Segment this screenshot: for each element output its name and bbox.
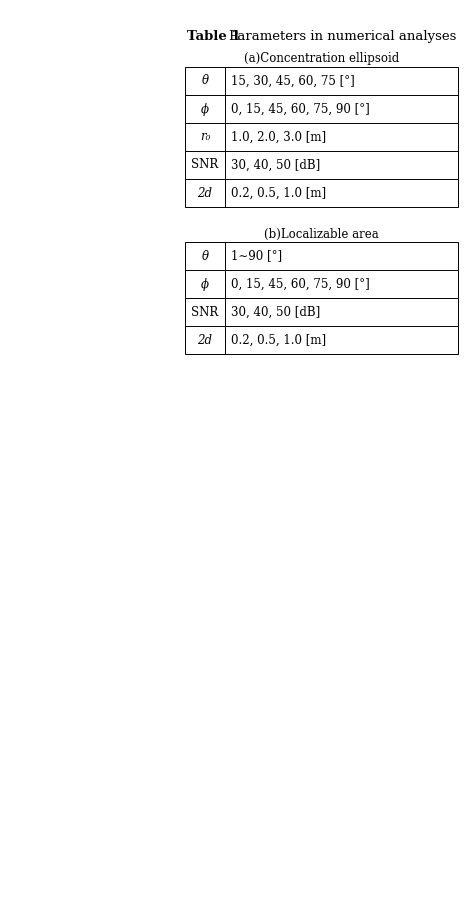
Text: 1∼90 [°]: 1∼90 [°] (231, 250, 282, 263)
Bar (185, 242, 458, 354)
Text: 0.2, 0.5, 1.0 [m]: 0.2, 0.5, 1.0 [m] (231, 186, 326, 199)
Text: SNR: SNR (191, 305, 219, 318)
Text: 0.2, 0.5, 1.0 [m]: 0.2, 0.5, 1.0 [m] (231, 334, 326, 347)
Text: 30, 40, 50 [dB]: 30, 40, 50 [dB] (231, 305, 320, 318)
Text: 1.0, 2.0, 3.0 [m]: 1.0, 2.0, 3.0 [m] (231, 131, 326, 144)
Text: ϕ: ϕ (201, 102, 209, 115)
Text: Parameters in numerical analyses: Parameters in numerical analyses (229, 30, 456, 43)
Text: SNR: SNR (191, 159, 219, 171)
Bar (185, 67, 458, 207)
Text: ϕ: ϕ (201, 278, 209, 290)
Text: 30, 40, 50 [dB]: 30, 40, 50 [dB] (231, 159, 320, 171)
Text: 15, 30, 45, 60, 75 [°]: 15, 30, 45, 60, 75 [°] (231, 75, 355, 88)
Text: 0, 15, 45, 60, 75, 90 [°]: 0, 15, 45, 60, 75, 90 [°] (231, 102, 370, 115)
Text: r₀: r₀ (200, 131, 210, 144)
Text: 2d: 2d (197, 334, 212, 347)
Text: θ: θ (202, 250, 209, 263)
Text: θ: θ (202, 75, 209, 88)
Text: Table 1: Table 1 (187, 30, 241, 43)
Text: 0, 15, 45, 60, 75, 90 [°]: 0, 15, 45, 60, 75, 90 [°] (231, 278, 370, 290)
Text: (b)Localizable area: (b)Localizable area (264, 228, 379, 241)
Text: 2d: 2d (197, 186, 212, 199)
Text: (a)Concentration ellipsoid: (a)Concentration ellipsoid (244, 52, 399, 65)
